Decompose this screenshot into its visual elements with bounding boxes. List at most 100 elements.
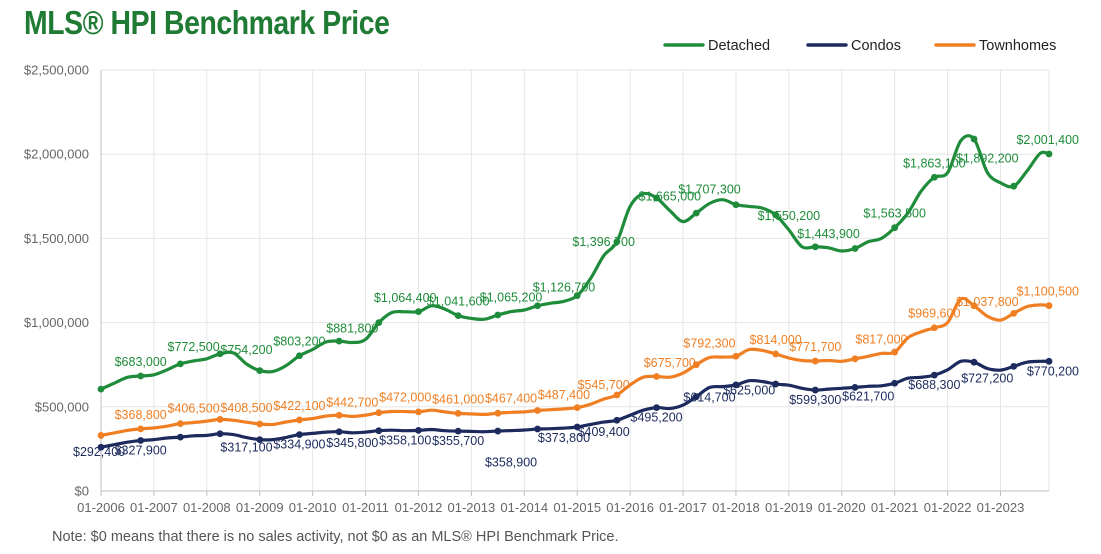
- data-point-detached: [97, 385, 105, 393]
- data-label-detached: $1,041,600: [427, 295, 490, 309]
- data-point-townhomes: [851, 355, 859, 363]
- data-point-condos: [772, 380, 780, 388]
- data-point-townhomes: [891, 348, 899, 356]
- data-label-condos: $599,300: [789, 393, 841, 407]
- data-label-townhomes: $408,500: [220, 401, 272, 415]
- data-label-detached: $1,550,200: [758, 209, 821, 223]
- data-point-detached: [454, 312, 462, 319]
- data-point-detached: [573, 292, 581, 300]
- data-point-condos: [930, 371, 938, 379]
- data-label-detached: $1,707,300: [678, 182, 741, 196]
- data-point-detached: [176, 360, 184, 368]
- data-point-detached: [811, 243, 819, 251]
- data-label-condos: $317,100: [220, 441, 272, 455]
- data-point-detached: [653, 194, 660, 202]
- data-label-condos: $614,700: [683, 390, 735, 404]
- x-tick-label: 01-2006: [77, 500, 125, 515]
- data-point-detached: [970, 135, 978, 143]
- data-point-condos: [176, 433, 184, 441]
- data-label-townhomes: $817,000: [855, 332, 907, 346]
- data-point-detached: [930, 173, 938, 181]
- data-label-detached: $772,500: [168, 340, 220, 354]
- data-point-detached: [296, 352, 303, 360]
- data-point-condos: [97, 443, 105, 451]
- data-label-condos: $327,900: [115, 443, 167, 457]
- y-tick-label: $2,500,000: [24, 63, 89, 78]
- data-point-condos: [811, 386, 819, 394]
- data-label-townhomes: $1,100,500: [1016, 285, 1079, 299]
- data-label-condos: $345,800: [326, 436, 378, 450]
- data-point-townhomes: [97, 432, 105, 439]
- x-tick-label: 01-2021: [871, 500, 919, 515]
- data-label-townhomes: $487,400: [538, 388, 590, 402]
- data-point-townhomes: [930, 324, 938, 332]
- data-point-detached: [692, 209, 700, 217]
- data-point-townhomes: [573, 404, 581, 412]
- data-label-condos: $358,900: [485, 456, 537, 470]
- data-point-condos: [494, 427, 502, 435]
- data-point-condos: [375, 427, 383, 435]
- legend-label-detached: Detached: [708, 38, 770, 54]
- data-label-detached: $1,863,100: [903, 156, 966, 170]
- data-point-townhomes: [256, 420, 264, 428]
- data-label-detached: $754,200: [220, 343, 272, 357]
- data-point-condos: [335, 428, 343, 436]
- data-label-condos: $355,700: [432, 434, 484, 448]
- x-tick-label: 01-2012: [395, 500, 443, 515]
- data-label-townhomes: $442,700: [326, 395, 378, 409]
- data-label-townhomes: $771,700: [789, 340, 841, 354]
- data-point-condos: [256, 436, 264, 444]
- data-label-detached: $803,200: [273, 335, 325, 349]
- data-label-condos: $409,400: [578, 425, 630, 439]
- x-tick-label: 01-2020: [818, 500, 866, 515]
- y-tick-label: $1,500,000: [24, 231, 89, 246]
- data-label-detached: $1,665,000: [639, 190, 702, 204]
- data-point-condos: [1010, 362, 1018, 370]
- data-point-detached: [375, 319, 383, 326]
- data-labels: $683,000$772,500 $754,200$803,200$881,800…: [73, 133, 1079, 470]
- x-tick-label: 01-2023: [977, 500, 1025, 515]
- data-point-townhomes: [216, 416, 224, 423]
- data-label-condos: $334,900: [273, 438, 325, 452]
- data-point-townhomes: [1010, 309, 1018, 317]
- data-label-townhomes: $814,000: [750, 333, 802, 347]
- data-label-condos: $727,200: [961, 372, 1013, 386]
- data-label-townhomes: $792,300: [683, 337, 735, 351]
- grid-lines: [100, 69, 1050, 492]
- data-label-detached: $1,126,700: [533, 280, 596, 294]
- axes: $0 $500,000 $1,000,000 $1,500,000 $2,000,000…: [24, 63, 1049, 515]
- data-point-condos: [891, 379, 899, 387]
- data-label-townhomes: $461,000: [432, 392, 484, 406]
- data-point-detached: [137, 372, 145, 380]
- data-point-condos: [534, 425, 541, 433]
- data-point-detached: [1045, 150, 1053, 158]
- data-label-condos: $292,400: [73, 445, 125, 459]
- data-label-detached: $1,443,900: [797, 227, 860, 241]
- data-point-townhomes: [772, 350, 780, 358]
- data-label-detached: $881,800: [326, 322, 378, 336]
- data-label-condos: $770,200: [1027, 364, 1079, 378]
- data-point-condos: [613, 416, 621, 424]
- data-point-detached: [335, 337, 343, 345]
- data-label-townhomes: $472,000: [379, 391, 431, 405]
- data-label-townhomes: $422,100: [273, 399, 325, 413]
- data-label-townhomes: $1,037,800: [956, 295, 1019, 309]
- data-point-detached: [1010, 182, 1018, 190]
- data-label-detached: $1,065,200: [480, 291, 543, 305]
- data-point-townhomes: [811, 357, 819, 365]
- data-point-townhomes: [375, 409, 383, 417]
- data-point-condos: [216, 430, 224, 438]
- x-tick-label: 01-2018: [712, 500, 760, 515]
- x-tick-label: 01-2017: [659, 500, 707, 515]
- data-point-townhomes: [296, 416, 303, 424]
- data-point-condos: [653, 404, 660, 412]
- data-point-condos: [692, 393, 700, 401]
- data-point-townhomes: [335, 411, 343, 419]
- x-tick-label: 01-2008: [183, 500, 231, 515]
- data-point-townhomes: [970, 302, 978, 310]
- data-point-detached: [415, 308, 422, 316]
- footnote: Note: $0 means that there is no sales ac…: [52, 529, 619, 545]
- chart-title: MLS® HPI Benchmark Price: [24, 4, 390, 41]
- x-tick-label: 01-2009: [236, 500, 284, 515]
- data-point-detached: [216, 350, 224, 358]
